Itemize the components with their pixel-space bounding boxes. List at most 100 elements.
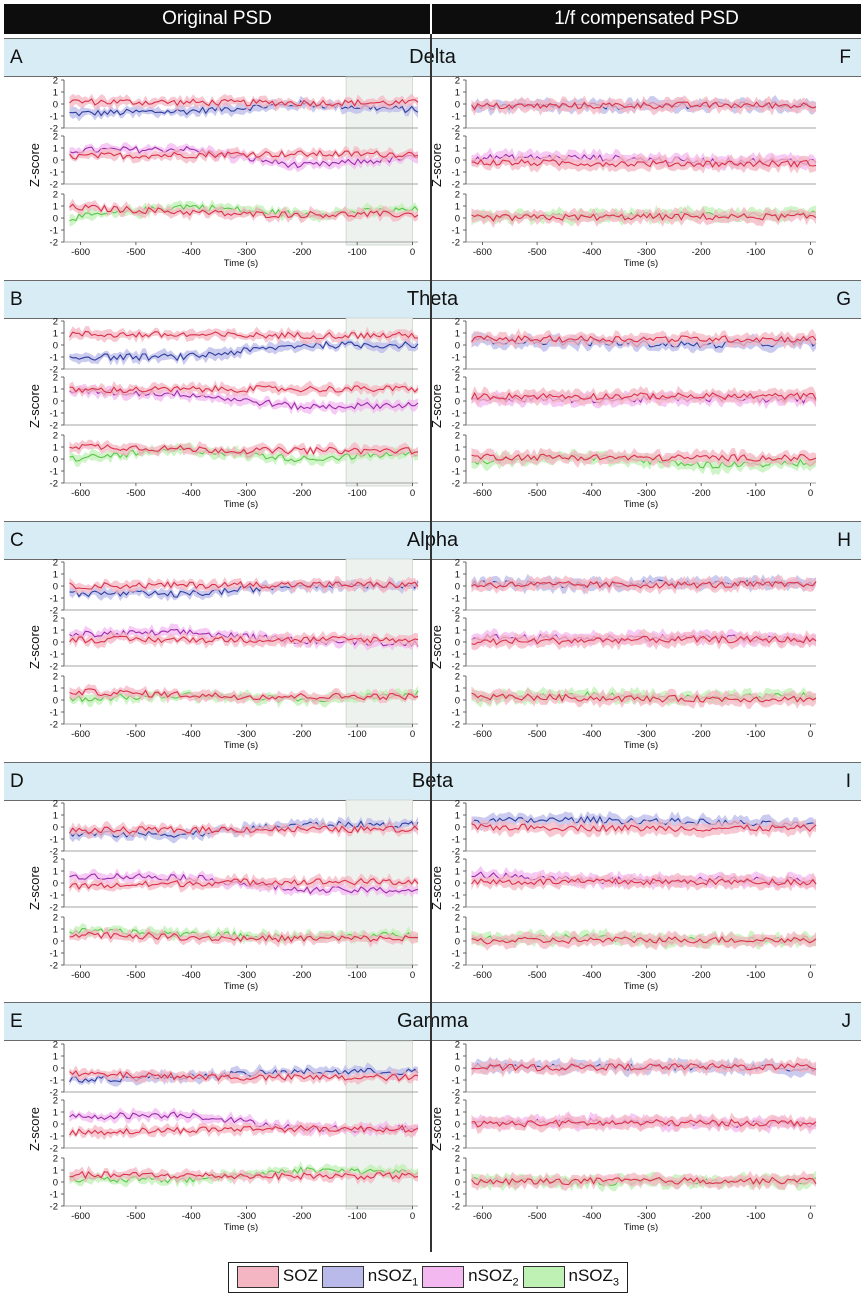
- soz-mean-line: [471, 635, 817, 646]
- y-tick-label: 2: [53, 1040, 58, 1051]
- panel-letter-left: D: [10, 771, 24, 792]
- x-tick-label: -200: [292, 729, 311, 740]
- x-tick-label: -300: [237, 970, 256, 981]
- y-tick-label: 0: [53, 455, 58, 466]
- x-tick-label: 0: [410, 488, 415, 499]
- nsoz2-ci-band: [69, 623, 418, 651]
- y-tick-label: -2: [452, 961, 460, 972]
- x-tick-label: -500: [528, 488, 547, 499]
- x-tick-label: 0: [808, 247, 813, 258]
- legend-item-nsoz2: nSOZ2: [422, 1266, 519, 1289]
- x-tick-label: -600: [71, 1211, 90, 1222]
- y-tick-label: -2: [452, 180, 460, 191]
- soz-ci-band: [471, 686, 816, 709]
- y-tick-label: -1: [452, 353, 460, 364]
- x-tick-label: -100: [348, 247, 367, 258]
- y-tick-label: 1: [455, 385, 460, 396]
- y-tick-label: -1: [50, 467, 58, 478]
- x-tick-label: -500: [528, 1211, 547, 1222]
- y-tick-label: 2: [53, 132, 58, 143]
- x-tick-label: -300: [637, 970, 656, 981]
- y-tick-label: -2: [50, 180, 58, 191]
- legend-swatch-nsoz2: [422, 1266, 465, 1289]
- x-tick-label: -500: [528, 970, 547, 981]
- y-tick-label: 1: [53, 626, 58, 637]
- soz-ci-band: [69, 872, 418, 893]
- y-tick-label: -2: [452, 124, 460, 135]
- y-tick-label: 0: [455, 156, 460, 167]
- x-tick-label: -300: [637, 729, 656, 740]
- y-tick-label: 2: [53, 76, 58, 87]
- nsoz2-mean-line: [69, 872, 419, 895]
- y-tick-label: 2: [53, 1096, 58, 1107]
- y-tick-label: 0: [455, 879, 460, 890]
- x-tick-label: -400: [182, 729, 201, 740]
- soz-mean-line: [69, 1070, 419, 1082]
- y-tick-label: 0: [53, 823, 58, 834]
- y-tick-label: 2: [455, 431, 460, 442]
- soz-ci-band: [471, 872, 816, 892]
- y-tick-label: 0: [53, 341, 58, 352]
- band-title: Beta: [411, 770, 454, 792]
- x-tick-label: -400: [182, 488, 201, 499]
- legend-item-nsoz3: nSOZ3: [522, 1266, 619, 1289]
- y-tick-label: -1: [50, 708, 58, 719]
- x-tick-label: -200: [692, 729, 711, 740]
- y-tick-label: -1: [50, 891, 58, 902]
- x-tick-label: -200: [692, 488, 711, 499]
- x-axis-label: Time (s): [624, 1222, 658, 1233]
- x-tick-label: -300: [237, 1211, 256, 1222]
- panel-letter-right: H: [837, 530, 851, 551]
- y-tick-label: 0: [53, 696, 58, 707]
- x-tick-label: -200: [292, 970, 311, 981]
- y-tick-label: -2: [50, 903, 58, 914]
- x-tick-label: -400: [182, 247, 201, 258]
- y-tick-label: 1: [455, 570, 460, 581]
- y-tick-label: -1: [452, 891, 460, 902]
- y-tick-label: -1: [452, 1190, 460, 1201]
- y-tick-label: 0: [53, 582, 58, 593]
- y-tick-label: 1: [53, 570, 58, 581]
- y-tick-label: 0: [455, 1178, 460, 1189]
- y-tick-label: 1: [455, 1166, 460, 1177]
- band-title: Alpha: [406, 529, 459, 551]
- y-tick-label: 1: [455, 329, 460, 340]
- y-axis-label: Z-score: [27, 384, 42, 428]
- x-tick-label: -500: [528, 729, 547, 740]
- y-tick-label: 2: [455, 1154, 460, 1165]
- soz-ci-band: [69, 683, 418, 705]
- x-tick-label: -200: [692, 1211, 711, 1222]
- x-tick-label: -100: [746, 247, 765, 258]
- x-tick-label: 0: [410, 729, 415, 740]
- y-tick-label: 1: [53, 925, 58, 936]
- soz-mean-line: [471, 1062, 817, 1072]
- y-axis-label: Z-score: [27, 1107, 42, 1151]
- band-header-delta: A Delta F: [4, 38, 861, 77]
- x-tick-label: -300: [237, 729, 256, 740]
- x-tick-label: -600: [473, 970, 492, 981]
- x-tick-label: -300: [237, 247, 256, 258]
- panel-letter-right: J: [841, 1011, 852, 1032]
- y-axis-label: Z-score: [429, 384, 444, 428]
- legend-swatch-nsoz3: [522, 1266, 565, 1289]
- y-tick-label: 0: [455, 823, 460, 834]
- y-tick-label: 2: [53, 431, 58, 442]
- soz-ci-band: [471, 816, 816, 839]
- soz-mean-line: [471, 1176, 817, 1186]
- soz-ci-band: [69, 198, 418, 224]
- y-tick-label: 2: [455, 799, 460, 810]
- y-tick-label: -2: [452, 365, 460, 376]
- y-tick-label: -2: [452, 238, 460, 249]
- legend-item-soz: SOZ: [236, 1266, 318, 1289]
- y-tick-label: 2: [455, 855, 460, 866]
- y-tick-label: 0: [455, 1064, 460, 1075]
- y-tick-label: -1: [50, 949, 58, 960]
- y-tick-label: -1: [452, 467, 460, 478]
- soz-mean-line: [471, 1118, 817, 1128]
- y-tick-label: 1: [455, 88, 460, 99]
- y-tick-label: 0: [53, 1120, 58, 1131]
- legend-swatch-soz: [236, 1266, 279, 1289]
- x-tick-label: -600: [473, 488, 492, 499]
- y-tick-label: -2: [50, 1088, 58, 1099]
- x-tick-label: -600: [473, 729, 492, 740]
